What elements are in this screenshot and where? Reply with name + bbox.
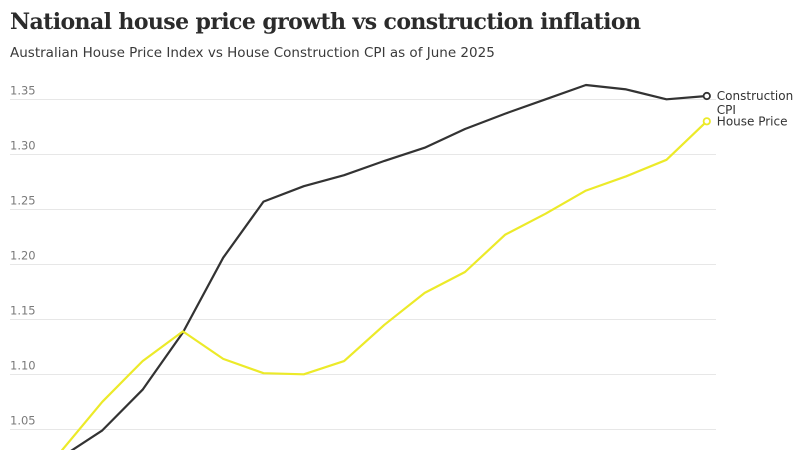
chart-subtitle: Australian House Price Index vs House Co…: [10, 45, 495, 61]
series-label: House Price: [717, 114, 788, 128]
y-tick-label: 1.35: [10, 84, 36, 98]
series-end-marker: [702, 91, 711, 101]
series-line-0: [70, 83, 708, 450]
tick-label-layer: 1.35 1.30 1.25 1.20 1.15 1.10 1.05: [10, 84, 36, 428]
grid-layer: [10, 99, 716, 430]
y-tick-label: 1.15: [10, 304, 36, 318]
y-tick-label: 1.30: [10, 139, 36, 153]
series-line-1: [60, 120, 708, 450]
y-tick-label: 1.05: [10, 414, 36, 428]
series-label: Construction CPI: [717, 89, 793, 117]
y-tick-label: 1.25: [10, 194, 36, 208]
y-tick-label: 1.20: [10, 249, 36, 263]
series-layer: [60, 83, 711, 450]
chart-title: National house price growth vs construct…: [10, 9, 641, 35]
series-end-marker: [702, 117, 711, 126]
y-tick-label: 1.10: [10, 359, 36, 373]
